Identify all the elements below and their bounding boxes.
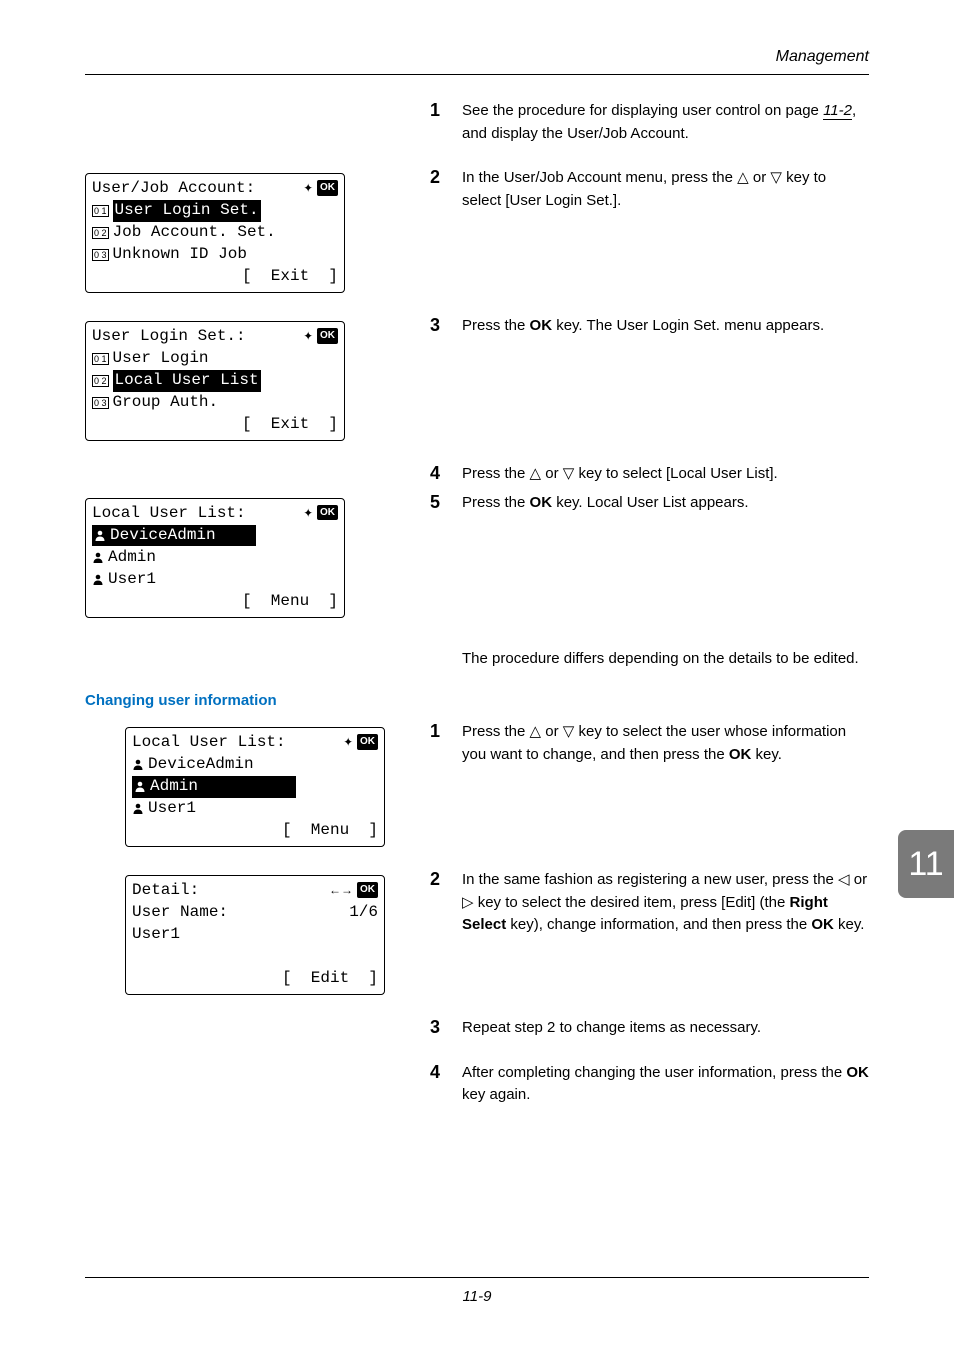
lcd-panel-user-login-set: User Login Set.: ✦OK 0 1User Login 0 2Lo… <box>85 321 345 441</box>
step-number: 4 <box>430 463 462 486</box>
up-triangle-icon: △ <box>530 723 542 740</box>
nav-diamond-icon: ✦ <box>303 326 313 348</box>
step-text: Press the △ or ▽ key to select the user … <box>462 721 869 766</box>
step-number: 1 <box>430 100 462 145</box>
step-number: 4 <box>430 1062 462 1107</box>
step-text: In the User/Job Account menu, press the … <box>462 167 869 212</box>
lcd-panel-user-job-account: User/Job Account: ✦OK 0 1User Login Set.… <box>85 173 345 293</box>
user-icon <box>94 525 106 547</box>
user-icon <box>92 569 104 591</box>
step-number: 1 <box>430 721 462 766</box>
note-text: The procedure differs depending on the d… <box>462 648 859 671</box>
ok-icon: OK <box>357 734 378 750</box>
step-number: 2 <box>430 869 462 937</box>
lcd-panel-detail: Detail: ←→OK User Name:1/6 User1 [ Edit … <box>125 875 385 995</box>
user-icon <box>132 798 144 820</box>
ok-icon: OK <box>357 882 378 898</box>
step-text: Repeat step 2 to change items as necessa… <box>462 1017 761 1040</box>
section-heading: Changing user information <box>85 692 869 709</box>
lcd-panel-local-user-list-2: Local User List: ✦OK DeviceAdmin Admin U… <box>125 727 385 847</box>
running-head: Management <box>776 48 869 66</box>
step-number: 2 <box>430 167 462 212</box>
page-link[interactable]: 11-2 <box>823 102 852 120</box>
step-number: 3 <box>430 315 462 338</box>
down-triangle-icon: ▽ <box>563 723 575 740</box>
lr-arrows-icon: ←→ <box>329 883 353 897</box>
nav-diamond-icon: ✦ <box>343 732 353 754</box>
lcd-panel-local-user-list: Local User List: ✦OK DeviceAdmin Admin U… <box>85 498 345 618</box>
up-triangle-icon: △ <box>737 169 749 186</box>
chapter-tab: 11 <box>898 830 954 898</box>
down-triangle-icon: ▽ <box>770 169 782 186</box>
ok-icon: OK <box>317 328 338 344</box>
user-icon <box>132 754 144 776</box>
up-triangle-icon: △ <box>530 465 542 482</box>
nav-diamond-icon: ✦ <box>303 178 313 200</box>
step-text: Press the OK key. The User Login Set. me… <box>462 315 824 338</box>
ok-icon: OK <box>317 505 338 521</box>
user-icon <box>134 776 146 798</box>
right-triangle-icon: ▷ <box>462 894 474 911</box>
footer-rule <box>85 1277 869 1278</box>
down-triangle-icon: ▽ <box>563 465 575 482</box>
header-rule <box>85 74 869 75</box>
step-text: See the procedure for displaying user co… <box>462 100 869 145</box>
step-text: Press the △ or ▽ key to select [Local Us… <box>462 463 778 486</box>
step-text: In the same fashion as registering a new… <box>462 869 869 937</box>
nav-diamond-icon: ✦ <box>303 503 313 525</box>
page-number: 11-9 <box>0 1288 954 1305</box>
user-icon <box>92 547 104 569</box>
left-triangle-icon: ◁ <box>838 871 850 888</box>
step-text: Press the OK key. Local User List appear… <box>462 492 749 515</box>
step-number: 5 <box>430 492 462 515</box>
step-text: After completing changing the user infor… <box>462 1062 869 1107</box>
step-number: 3 <box>430 1017 462 1040</box>
ok-icon: OK <box>317 180 338 196</box>
